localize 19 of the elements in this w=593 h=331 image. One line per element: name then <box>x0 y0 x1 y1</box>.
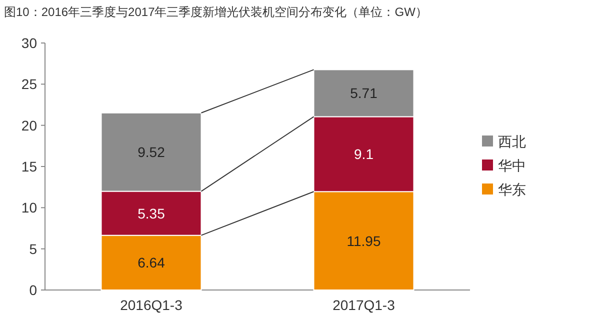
y-tick-label: 30 <box>21 35 38 51</box>
chart-title: 图10：2016年三季度与2017年三季度新增光伏装机空间分布变化（单位：GW） <box>4 5 428 19</box>
x-tick-label: 2016Q1-3 <box>120 297 183 313</box>
data-label: 9.52 <box>138 144 166 160</box>
y-tick-label: 10 <box>21 200 38 216</box>
y-tick-label: 25 <box>21 76 38 92</box>
y-tick-label: 20 <box>21 117 38 134</box>
x-tick-label: 2017Q1-3 <box>332 297 396 313</box>
data-label: 5.71 <box>350 85 378 102</box>
y-tick-label: 0 <box>29 282 38 298</box>
legend-label: 西北 <box>498 134 526 150</box>
legend-label: 华中 <box>498 158 526 174</box>
data-label: 6.64 <box>138 254 166 271</box>
data-label: 11.95 <box>346 232 381 249</box>
legend-label: 华东 <box>498 182 526 198</box>
data-label: 9.1 <box>354 146 374 162</box>
data-label: 5.35 <box>138 205 166 222</box>
y-tick-label: 15 <box>21 158 38 174</box>
y-tick-label: 5 <box>29 240 38 257</box>
